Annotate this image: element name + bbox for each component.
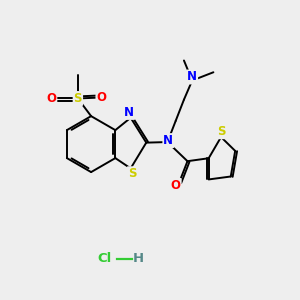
Text: Cl: Cl — [97, 252, 112, 266]
Text: O: O — [46, 92, 56, 105]
Text: N: N — [124, 106, 134, 119]
Text: N: N — [187, 70, 197, 83]
Text: O: O — [171, 179, 181, 192]
Text: O: O — [96, 91, 106, 104]
Text: S: S — [128, 167, 136, 180]
Text: S: S — [217, 125, 225, 138]
Text: S: S — [74, 92, 82, 105]
Text: N: N — [163, 134, 173, 147]
Text: H: H — [133, 252, 144, 266]
